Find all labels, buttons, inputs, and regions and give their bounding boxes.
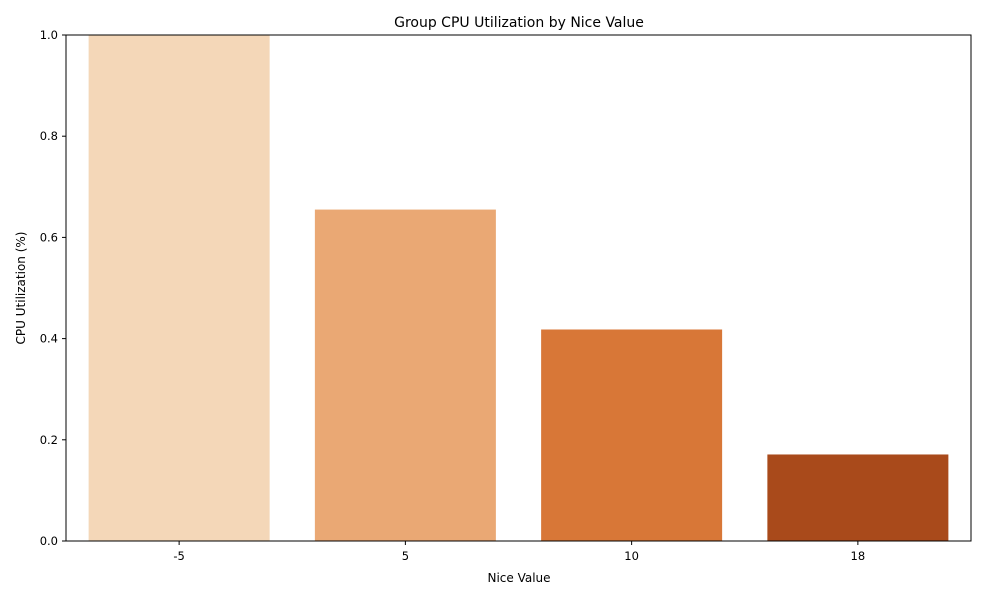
y-tick-label: 1.0	[40, 28, 58, 42]
x-tick-label: 5	[402, 549, 409, 563]
x-axis-label: Nice Value	[487, 571, 550, 585]
y-axis-ticks: 0.0 0.2 0.4 0.6 0.8 1.0	[40, 28, 66, 548]
x-tick-label: 10	[624, 549, 639, 563]
x-tick-label: 18	[851, 549, 866, 563]
plot-frame	[65, 34, 972, 542]
y-tick-label: 0.0	[40, 534, 58, 548]
y-tick-label: 0.4	[40, 332, 58, 346]
y-tick-label: 0.2	[40, 433, 58, 447]
bar--5	[88, 35, 270, 541]
y-axis-label: CPU Utilization (%)	[14, 232, 28, 345]
chart-title: Group CPU Utilization by Nice Value	[394, 15, 644, 31]
y-tick-label: 0.6	[40, 230, 58, 244]
bar-18	[767, 454, 949, 541]
x-axis-ticks: -5 5 10 18	[173, 541, 865, 563]
x-tick-label: -5	[173, 549, 184, 563]
y-tick-label: 0.8	[40, 129, 58, 143]
bar-10	[541, 329, 723, 541]
bar-5	[314, 209, 496, 541]
bars-group	[88, 35, 949, 541]
